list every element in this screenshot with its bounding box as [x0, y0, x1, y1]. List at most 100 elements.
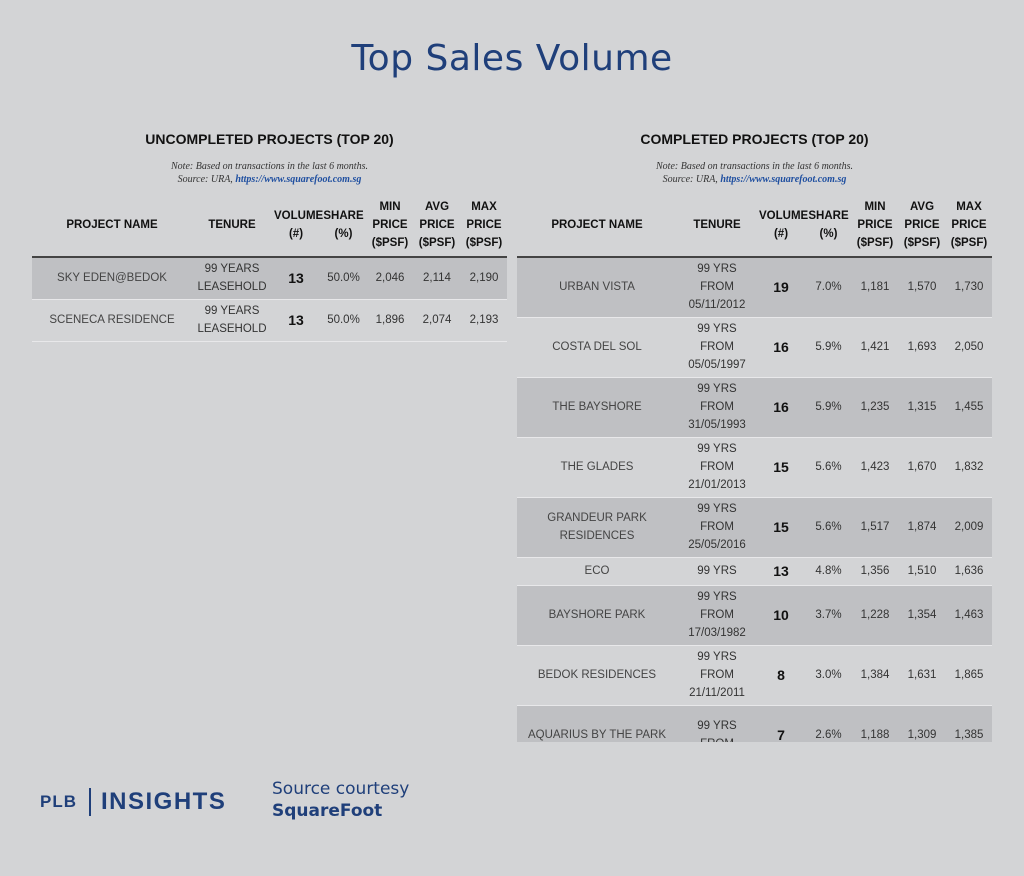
column-header: AVG PRICE ($PSF) — [418, 201, 456, 249]
cell-min: 2,046 — [375, 272, 405, 285]
table-row: URBAN VISTA 99 YRS FROM 05/11/2012 19 7.0% 1… — [517, 257, 992, 317]
cell-max: 1,832 — [954, 461, 984, 473]
completed-projects-panel: COMPLETED PROJECTS (TOP 20) Note: Based … — [517, 128, 992, 742]
cell-max: 1,865 — [954, 669, 984, 681]
cell-min: 1,188 — [860, 729, 890, 741]
column-header: TENURE — [208, 219, 256, 231]
header-row: PROJECT NAME TENURE VOLUME (#) SHARE (%) MIN… — [32, 194, 507, 257]
cell-name: SKY EDEN@BEDOK — [57, 272, 167, 285]
cell-max: 2,193 — [469, 314, 499, 326]
source-link[interactable]: https://www.squarefoot.com.sg — [720, 174, 847, 185]
cell-min: 1,356 — [860, 565, 890, 577]
cell-name: BAYSHORE PARK — [548, 609, 646, 621]
cell-min: 1,181 — [860, 281, 890, 294]
cell-min: 1,896 — [375, 314, 405, 326]
uncompleted-projects-panel: UNCOMPLETED PROJECTS (TOP 20) Note: Base… — [32, 128, 507, 342]
table-row: THE BAYSHORE 99 YRS FROM 31/05/1993 16 5.9%… — [517, 377, 992, 437]
uncompleted-title: UNCOMPLETED PROJECTS (TOP 20) — [145, 131, 394, 147]
column-header: VOLUME (#) — [274, 210, 324, 240]
cell-tenure: 99 YRS FROM 25/05/2016 — [688, 503, 746, 551]
cell-min: 1,423 — [860, 461, 890, 473]
table-body: URBAN VISTA 99 YRS FROM 05/11/2012 19 7.0% 1… — [517, 257, 992, 742]
cell-tenure: 99 YRS FROM 31/05/1993 — [688, 383, 746, 431]
cell-name: GRANDEUR PARK RESIDENCES — [547, 512, 647, 542]
cell-share: 4.8% — [815, 565, 842, 577]
cell-avg: 1,309 — [907, 729, 937, 741]
cell-max: 1,463 — [954, 609, 984, 621]
table-body: SKY EDEN@BEDOK 99 YEARS LEASEHOLD 13 50.0% 2… — [32, 257, 507, 341]
cell-volume: 16 — [773, 399, 789, 415]
cell-name: URBAN VISTA — [559, 281, 635, 294]
source-credit-name: SquareFoot — [272, 801, 383, 821]
cell-tenure: 99 YRS FROM 17/03/1982 — [688, 591, 746, 639]
cell-max: 2,009 — [954, 521, 984, 533]
completed-title: COMPLETED PROJECTS (TOP 20) — [640, 131, 869, 147]
cell-name: BEDOK RESIDENCES — [537, 669, 657, 681]
cell-share: 7.0% — [815, 281, 842, 294]
cell-name: THE BAYSHORE — [552, 401, 642, 413]
cell-max: 1,636 — [954, 565, 984, 577]
cell-tenure: 99 YRS FROM 05/11/2012 — [688, 263, 746, 312]
cell-max: 2,190 — [469, 272, 499, 285]
column-header: TENURE — [693, 219, 741, 231]
cell-max: 2,050 — [954, 341, 984, 353]
logo-plb: PLB — [40, 792, 77, 811]
cell-volume: 13 — [288, 312, 304, 328]
table-row: AQUARIUS BY THE PARK 99 YRS FROM 7 2.6% 1,18… — [517, 705, 992, 742]
cell-min: 1,228 — [860, 609, 890, 621]
cell-avg: 1,570 — [907, 281, 937, 294]
column-header: PROJECT NAME — [66, 219, 158, 231]
cell-name: SCENECA RESIDENCE — [49, 314, 175, 326]
cell-volume: 7 — [777, 727, 785, 742]
logo-insights: INSIGHTS — [101, 788, 227, 815]
cell-volume: 15 — [773, 519, 789, 535]
cell-tenure: 99 YRS FROM 05/05/1997 — [688, 323, 746, 371]
cell-share: 5.6% — [815, 461, 842, 473]
source-credit-line: Source courtesy — [272, 779, 410, 799]
cell-volume: 19 — [773, 279, 789, 296]
cell-avg: 1,874 — [907, 521, 937, 533]
cell-max: 1,455 — [954, 401, 984, 413]
cell-avg: 1,670 — [907, 461, 937, 473]
source-prefix: Source: URA, — [177, 174, 236, 185]
cell-volume: 10 — [773, 607, 789, 623]
cell-tenure: 99 YEARS LEASEHOLD — [197, 305, 267, 335]
table-row: BEDOK RESIDENCES 99 YRS FROM 21/11/2011 8 3… — [517, 645, 992, 705]
cell-avg: 1,693 — [907, 341, 937, 353]
note-text: Note: Based on transactions in the last … — [656, 161, 853, 172]
source-credit: Source courtesy SquareFoot — [272, 778, 409, 822]
column-header: MIN PRICE ($PSF) — [856, 201, 894, 249]
table-row: SCENECA RESIDENCE 99 YEARS LEASEHOLD 13 50.… — [32, 299, 507, 341]
column-header: PROJECT NAME — [551, 219, 643, 231]
column-header: MAX PRICE ($PSF) — [950, 201, 988, 249]
cell-min: 1,421 — [860, 341, 890, 353]
uncompleted-note: Note: Based on transactions in the last … — [32, 160, 507, 186]
column-header: SHARE (%) — [323, 210, 364, 240]
table-row: THE GLADES 99 YRS FROM 21/01/2013 15 5.6% 1,… — [517, 437, 992, 497]
uncompleted-table: PROJECT NAME TENURE VOLUME (#) SHARE (%) MIN… — [32, 194, 507, 342]
cell-tenure: 99 YEARS LEASEHOLD — [197, 263, 267, 294]
column-header: MAX PRICE ($PSF) — [465, 201, 503, 249]
cell-min: 1,517 — [860, 521, 890, 533]
table-row: GRANDEUR PARK RESIDENCES 99 YRS FROM 25/0… — [517, 497, 992, 557]
column-header: AVG PRICE ($PSF) — [903, 201, 941, 249]
cell-volume: 13 — [288, 270, 304, 287]
source-link[interactable]: https://www.squarefoot.com.sg — [235, 174, 362, 185]
column-header: MIN PRICE ($PSF) — [371, 201, 409, 249]
cell-share: 5.9% — [815, 341, 842, 353]
cell-volume: 16 — [773, 339, 789, 355]
cell-max: 1,730 — [954, 281, 984, 294]
column-header: VOLUME (#) — [759, 210, 809, 240]
cell-max: 1,385 — [954, 729, 984, 741]
cell-tenure: 99 YRS — [697, 565, 737, 577]
logo-divider — [89, 788, 91, 816]
cell-name: AQUARIUS BY THE PARK — [527, 729, 667, 741]
cell-share: 3.7% — [815, 609, 842, 621]
cell-avg: 2,114 — [423, 272, 451, 285]
cell-volume: 15 — [773, 459, 789, 475]
note-text: Note: Based on transactions in the last … — [171, 161, 368, 172]
completed-note: Note: Based on transactions in the last … — [517, 160, 992, 186]
cell-tenure: 99 YRS FROM 21/11/2011 — [689, 651, 745, 699]
cell-tenure: 99 YRS FROM 21/01/2013 — [688, 443, 746, 491]
completed-table: PROJECT NAME TENURE VOLUME (#) SHARE (%) MIN… — [517, 194, 992, 742]
